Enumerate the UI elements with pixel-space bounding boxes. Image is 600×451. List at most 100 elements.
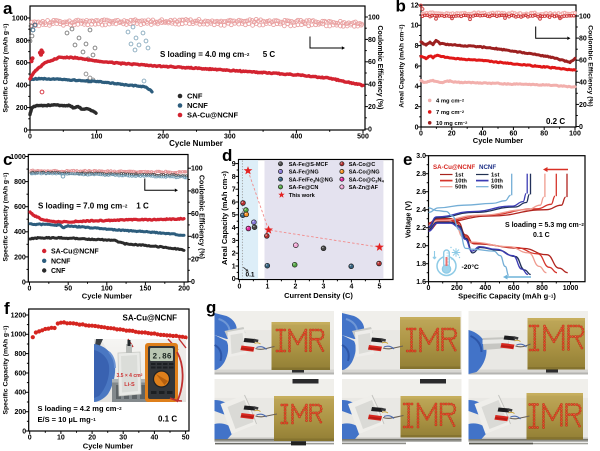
svg-text:3.5 × 4 cm2: 3.5 × 4 cm2 <box>117 373 143 379</box>
svg-text:800: 800 <box>536 285 548 292</box>
svg-text:1.6: 1.6 <box>416 279 426 286</box>
svg-text:Cycle Number: Cycle Number <box>82 291 133 300</box>
svg-text:20: 20 <box>579 102 587 109</box>
svg-text:0.1 C: 0.1 C <box>533 232 550 239</box>
svg-text:6: 6 <box>232 199 236 206</box>
svg-text:400: 400 <box>14 229 26 236</box>
svg-text:Current Density (C): Current Density (C) <box>284 291 353 300</box>
svg-text:1.8: 1.8 <box>416 261 426 268</box>
svg-text:3.0: 3.0 <box>416 153 426 160</box>
svg-text:100: 100 <box>569 131 581 138</box>
svg-text:7 mg cm−2: 7 mg cm−2 <box>436 109 465 116</box>
svg-text:400: 400 <box>16 83 28 90</box>
svg-text:80: 80 <box>191 188 199 195</box>
svg-text:1000: 1000 <box>563 285 579 292</box>
svg-text:Cycle Number: Cycle Number <box>473 136 524 145</box>
svg-text:50th: 50th <box>491 185 503 191</box>
svg-text:f: f <box>4 299 10 318</box>
svg-text:200: 200 <box>16 105 28 112</box>
svg-text:CNF: CNF <box>187 92 203 101</box>
svg-text:b: b <box>396 0 406 16</box>
svg-text:8: 8 <box>232 174 236 181</box>
svg-text:100: 100 <box>101 285 113 292</box>
svg-text:Specific Capacity (mAh g−1): Specific Capacity (mAh g−1) <box>2 173 10 262</box>
svg-text:20: 20 <box>191 256 199 263</box>
svg-text:d: d <box>222 146 232 165</box>
svg-text:e: e <box>403 150 412 169</box>
svg-text:a: a <box>3 0 13 18</box>
svg-text:SA-Fe@S-MCF: SA-Fe@S-MCF <box>289 162 329 168</box>
svg-text:2: 2 <box>293 284 297 291</box>
svg-text:80: 80 <box>579 36 587 43</box>
svg-text:SA-Co@C: SA-Co@C <box>349 162 376 168</box>
svg-text:0: 0 <box>28 285 32 292</box>
svg-text:2.0: 2.0 <box>416 243 426 250</box>
svg-text:50: 50 <box>64 285 72 292</box>
svg-text:0: 0 <box>191 279 195 286</box>
svg-text:10 mg cm−2: 10 mg cm−2 <box>436 120 468 127</box>
svg-text:4: 4 <box>415 84 419 91</box>
svg-text:NCNF: NCNF <box>479 164 496 171</box>
svg-text:400: 400 <box>479 285 491 292</box>
svg-text:NCNF: NCNF <box>51 258 71 265</box>
svg-text:80: 80 <box>368 37 376 44</box>
svg-text:1000: 1000 <box>12 15 28 22</box>
svg-text:1200: 1200 <box>11 312 27 319</box>
svg-text:60: 60 <box>510 131 518 138</box>
svg-text:SA-Cu@NCNF: SA-Cu@NCNF <box>187 111 238 120</box>
svg-text:0: 0 <box>28 435 32 442</box>
svg-text:2.6: 2.6 <box>416 189 426 196</box>
svg-text:1st: 1st <box>491 173 499 179</box>
svg-text:Coulombic Efficiency (%): Coulombic Efficiency (%) <box>376 25 383 109</box>
svg-text:7: 7 <box>232 187 236 194</box>
svg-text:20: 20 <box>88 435 96 442</box>
svg-text:S loading = 4.2 mg cm−2: S loading = 4.2 mg cm−2 <box>38 404 123 413</box>
svg-text:S loading = 7.0 mg cm−2 1 C: S loading = 7.0 mg cm−2 1 C <box>38 202 149 211</box>
svg-text:5: 5 <box>377 284 381 291</box>
svg-text:1: 1 <box>265 284 269 291</box>
svg-text:40: 40 <box>579 80 587 87</box>
svg-text:c: c <box>3 150 12 169</box>
svg-text:0: 0 <box>28 134 32 141</box>
svg-text:200: 200 <box>15 409 27 416</box>
svg-text:60: 60 <box>191 211 199 218</box>
svg-text:0: 0 <box>22 279 26 286</box>
svg-text:SA-Fe@NG: SA-Fe@NG <box>289 170 319 176</box>
svg-text:SA-Fe@CN: SA-Fe@CN <box>289 185 319 191</box>
svg-text:NCNF: NCNF <box>187 101 208 110</box>
svg-text:-20°C: -20°C <box>462 263 480 271</box>
svg-text:600: 600 <box>15 370 27 377</box>
svg-text:10: 10 <box>57 435 65 442</box>
svg-text:800: 800 <box>16 38 28 45</box>
svg-text:50th: 50th <box>455 185 467 191</box>
svg-text:10th: 10th <box>491 179 503 185</box>
svg-text:0: 0 <box>232 276 236 283</box>
svg-text:Specific Capacity (mAh g−1): Specific Capacity (mAh g−1) <box>458 292 556 301</box>
svg-text:600: 600 <box>508 285 520 292</box>
svg-text:800: 800 <box>15 351 27 358</box>
svg-text:2.2: 2.2 <box>416 225 426 232</box>
svg-text:30: 30 <box>119 435 127 442</box>
svg-text:1000: 1000 <box>10 154 26 161</box>
svg-text:9: 9 <box>232 161 236 168</box>
svg-text:400: 400 <box>15 390 27 397</box>
svg-text:0: 0 <box>237 284 241 291</box>
svg-text:1st: 1st <box>455 173 463 179</box>
svg-text:12: 12 <box>411 2 419 9</box>
svg-text:Voltage (V): Voltage (V) <box>404 200 413 238</box>
svg-text:100: 100 <box>191 166 203 173</box>
svg-text:Specific Capacity (mAh g−1): Specific Capacity (mAh g−1) <box>2 326 10 415</box>
svg-text:400: 400 <box>291 134 303 141</box>
svg-text:0: 0 <box>419 131 423 138</box>
svg-text:300: 300 <box>224 134 236 141</box>
svg-text:0.1: 0.1 <box>246 272 255 279</box>
svg-text:SA-Cu@NCNF: SA-Cu@NCNF <box>51 249 99 256</box>
svg-text:150: 150 <box>140 285 152 292</box>
svg-text:SA-Cu@NCNF: SA-Cu@NCNF <box>433 164 475 171</box>
svg-text:SA-Co@NG: SA-Co@NG <box>349 170 380 176</box>
svg-text:40: 40 <box>479 131 487 138</box>
svg-text:SA-Cu@NCNF: SA-Cu@NCNF <box>123 314 178 323</box>
svg-text:0.2 C: 0.2 C <box>546 117 565 126</box>
svg-text:2.86: 2.86 <box>152 353 171 362</box>
svg-text:0: 0 <box>427 285 431 292</box>
